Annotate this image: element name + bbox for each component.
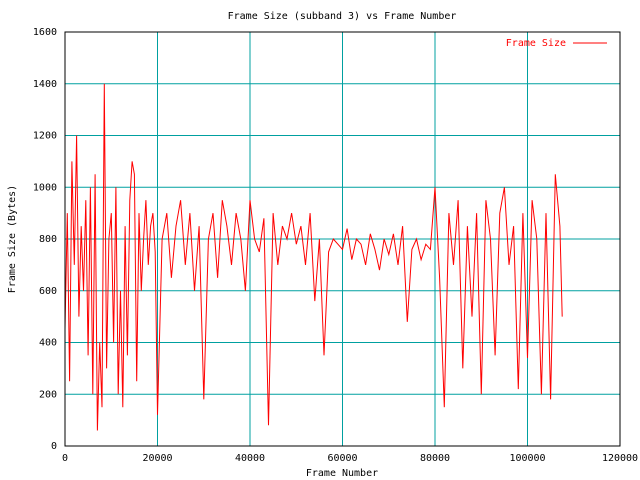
plot-border [64, 31, 621, 447]
y-tick-label: 1600 [33, 27, 57, 38]
y-tick-label: 200 [39, 389, 57, 400]
chart-title: Frame Size (subband 3) vs Frame Number [228, 11, 457, 22]
x-tick-label: 100000 [509, 453, 545, 464]
legend-label: Frame Size [506, 38, 566, 49]
y-tick-label: 1400 [33, 79, 57, 90]
y-tick-label: 800 [39, 234, 57, 245]
y-tick-label: 1200 [33, 131, 57, 142]
x-tick-label: 40000 [235, 453, 265, 464]
data-line [64, 83, 563, 431]
x-tick-label: 20000 [142, 453, 172, 464]
y-tick-label: 400 [39, 338, 57, 349]
x-tick-label: 0 [62, 453, 68, 464]
y-tick-label: 0 [51, 441, 57, 452]
x-tick-label: 80000 [420, 453, 450, 464]
y-axis-label: Frame Size (Bytes) [7, 185, 18, 293]
x-axis-label: Frame Number [306, 468, 378, 479]
x-tick-label: 60000 [327, 453, 357, 464]
y-tick-label: 600 [39, 286, 57, 297]
x-tick-label: 120000 [602, 453, 638, 464]
y-tick-label: 1000 [33, 182, 57, 193]
